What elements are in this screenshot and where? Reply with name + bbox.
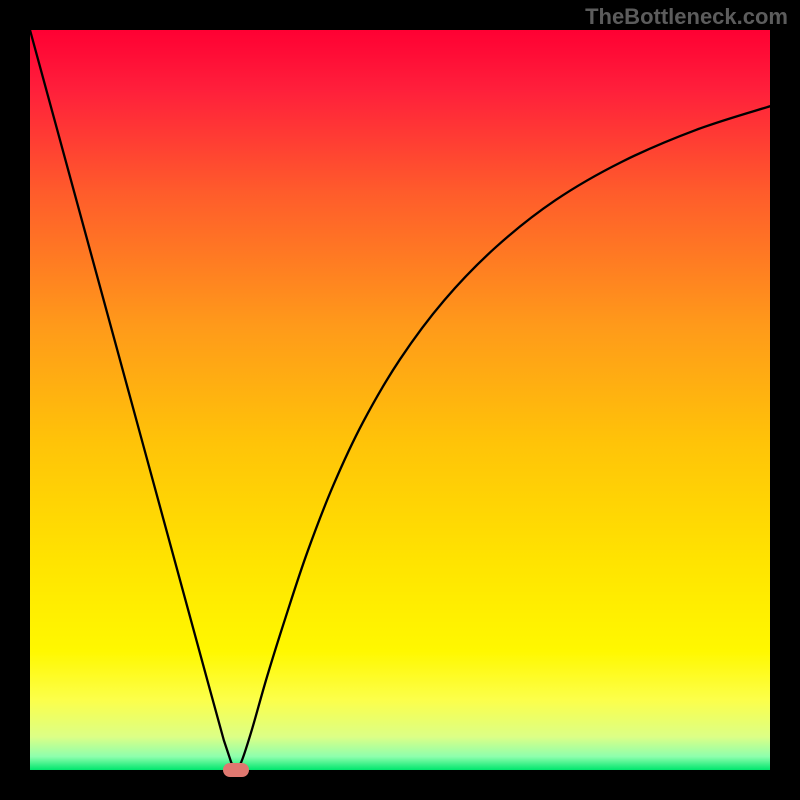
minimum-marker: [223, 763, 249, 777]
watermark-text: TheBottleneck.com: [585, 4, 788, 30]
curve-right-branch: [236, 106, 770, 770]
curve-left-branch: [30, 30, 236, 770]
curve-layer: [0, 0, 800, 800]
chart-frame: TheBottleneck.com: [0, 0, 800, 800]
